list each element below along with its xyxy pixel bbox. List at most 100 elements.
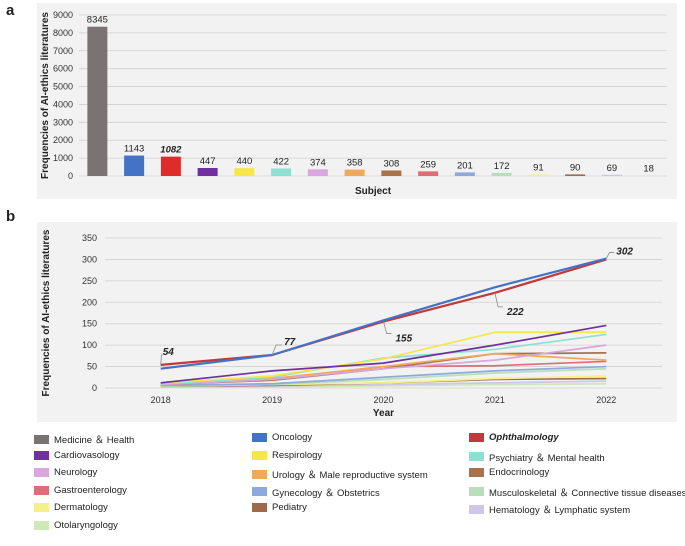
bar-10 xyxy=(418,171,439,176)
y-tick-label: 150 xyxy=(82,319,97,329)
line-chart-panel: 0 50 100 150 200 250 300 350 2018 2019 2020 2021 202… xyxy=(37,222,677,422)
bar-5 xyxy=(234,168,255,176)
series-line-respirology xyxy=(160,331,607,384)
legend-swatch xyxy=(469,468,484,478)
series-line-musculoskeletal-connective-tissue-diseases xyxy=(160,367,607,388)
y-tick-label: 7000 xyxy=(53,46,73,56)
x-axis-label: Year xyxy=(373,408,394,419)
y-tick-label: 100 xyxy=(82,340,97,350)
legend-item: Ophthalmology xyxy=(469,432,559,443)
y-axis-label: Frequencies of AI-ethics literatures xyxy=(40,12,51,179)
bar-2 xyxy=(124,155,145,176)
bar-7 xyxy=(307,169,328,176)
bar-value-label: 422 xyxy=(273,156,289,167)
bar-value-label: 8345 xyxy=(87,15,108,26)
y-tick-label: 250 xyxy=(82,276,97,286)
legend-item: Dermatology xyxy=(34,502,108,513)
legend-label: Ophthalmology xyxy=(489,432,559,443)
legend-item: Gynecology ＆ Obstetrics xyxy=(252,485,380,499)
y-tick-label: 2000 xyxy=(53,135,73,145)
legend-item: Medicine ＆ Health xyxy=(34,432,134,446)
legend-item: Musculoskeletal ＆ Connective tissue dise… xyxy=(469,485,685,499)
bar-value-label: 440 xyxy=(236,156,252,167)
y-tick-label: 300 xyxy=(82,254,97,264)
bar-value-label: 358 xyxy=(347,158,363,169)
annotation-leader xyxy=(605,252,615,259)
legend-label: Gynecology ＆ Obstetrics xyxy=(272,487,380,499)
annotation-label: 302 xyxy=(616,247,633,258)
series-line-neurology xyxy=(160,344,607,386)
y-tick-label: 200 xyxy=(82,297,97,307)
panel-label-a: a xyxy=(6,2,15,19)
y-tick-label: 350 xyxy=(82,233,97,243)
legend-item: Respirology xyxy=(252,450,322,461)
legend-swatch xyxy=(469,433,484,442)
bar-value-label: 1143 xyxy=(124,144,144,155)
legend-item: Hematology ＆ Lymphatic system xyxy=(469,502,630,516)
legend-swatch xyxy=(252,450,267,460)
legend-swatch xyxy=(252,503,267,513)
annotation-leader xyxy=(383,321,392,334)
panel-label-b: b xyxy=(6,208,16,225)
bar-value-label: 201 xyxy=(457,160,473,171)
bar-9 xyxy=(381,170,402,176)
annotation-label: 54 xyxy=(163,347,175,358)
x-tick-label: 2018 xyxy=(151,395,171,405)
legend-item: Psychiatry ＆ Mental health xyxy=(469,450,605,464)
bar-value-label: 308 xyxy=(383,158,399,169)
bar-8 xyxy=(344,169,365,176)
y-tick-label: 5000 xyxy=(53,82,73,92)
legend-label: Endocrinology xyxy=(489,467,550,479)
legend-label: Hematology ＆ Lymphatic system xyxy=(489,505,631,517)
bar-value-label: 18 xyxy=(643,164,654,175)
bar-value-label: 172 xyxy=(494,161,510,172)
legend-label: Cardiovasology xyxy=(54,449,120,461)
series-line-gynecology-obstetrics xyxy=(160,365,607,387)
x-axis-label: Subject xyxy=(355,186,392,197)
annotation-leader xyxy=(160,354,163,365)
bar-11 xyxy=(454,172,475,176)
bar-value-label: 447 xyxy=(200,156,216,167)
bar-3 xyxy=(160,156,181,176)
bar-value-label: 90 xyxy=(570,162,581,173)
legend-item: Pediatry xyxy=(252,502,307,513)
series-line-ophthalmology xyxy=(160,258,607,366)
bar-4 xyxy=(197,168,218,176)
series-line-oncology xyxy=(160,257,607,370)
bar-12 xyxy=(491,172,512,176)
y-tick-label: 6000 xyxy=(53,64,73,74)
legend-label: Pediatry xyxy=(272,502,307,514)
y-tick-label: 0 xyxy=(68,171,73,181)
bar-13 xyxy=(528,174,549,176)
legend-label: Psychiatry ＆ Mental health xyxy=(489,452,605,464)
legend-swatch xyxy=(469,504,484,514)
x-tick-label: 2022 xyxy=(596,395,616,405)
legend-swatch xyxy=(34,521,49,530)
legend-swatch xyxy=(34,450,49,460)
bar-value-label: 259 xyxy=(420,159,436,170)
y-tick-label: 50 xyxy=(87,362,97,372)
y-tick-label: 9000 xyxy=(53,10,73,20)
legend-label: Respirology xyxy=(272,449,323,461)
legend-label: Neurology xyxy=(54,467,98,479)
legend-swatch xyxy=(252,487,267,497)
bar-15 xyxy=(601,174,622,176)
legend-item: Neurology xyxy=(34,467,97,478)
bar-6 xyxy=(271,168,292,176)
x-tick-label: 2019 xyxy=(262,395,282,405)
legend-swatch xyxy=(34,503,49,513)
legend-label: Gastroenterology xyxy=(54,484,127,496)
bar-14 xyxy=(565,174,586,176)
x-tick-label: 2021 xyxy=(485,395,505,405)
legend-item: Oncology xyxy=(252,432,312,443)
legend-label: Urology ＆ Male reproductive system xyxy=(272,470,428,482)
y-tick-label: 0 xyxy=(92,383,97,393)
legend-swatch xyxy=(34,468,49,478)
legend-swatch xyxy=(252,433,267,442)
bar-value-label: 374 xyxy=(310,157,326,168)
legend-item: Endocrinology xyxy=(469,467,549,478)
annotation-label: 77 xyxy=(284,337,296,348)
legend-item: Urology ＆ Male reproductive system xyxy=(252,467,428,481)
legend-label: Otolaryngology xyxy=(54,520,118,531)
bar-chart: 0 1000 2000 3000 4000 5000 6000 7000 8000 9000Fre… xyxy=(40,10,667,197)
